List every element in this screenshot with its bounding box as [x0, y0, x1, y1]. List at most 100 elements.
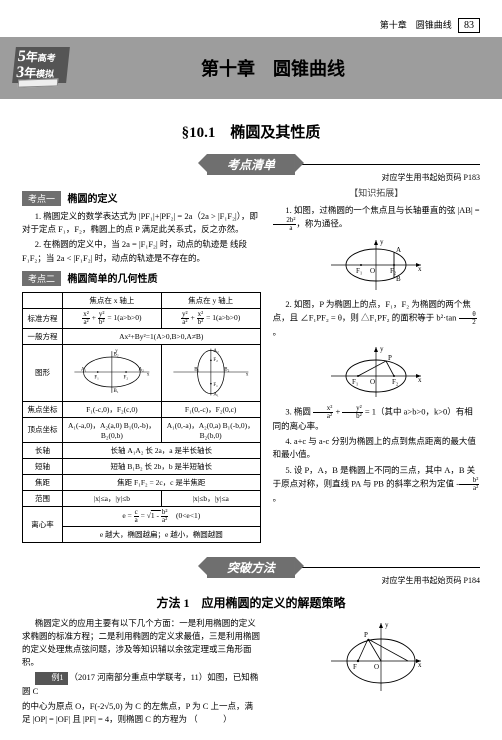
- kpt1-para-2: 2. 在椭圆的定义中，当 2a = |F₁F₂| 时，动点的轨迹是 线段 F₁F…: [22, 238, 261, 264]
- row-label: 顶点坐标: [23, 417, 63, 442]
- column-left: 考点一 椭圆的定义 1. 椭圆定义的数学表达式为 |PF₁|+|PF₂| = 2…: [22, 187, 261, 543]
- svg-text:P: P: [364, 631, 368, 639]
- kpt1-para-1: 1. 椭圆定义的数学表达式为 |PF₁|+|PF₂| = 2a（2a > |F₁…: [22, 210, 261, 236]
- page-header: 第十章 圆锥曲线 83: [22, 18, 480, 33]
- ribbon-rule: [300, 567, 480, 568]
- logo-pages-icon: [18, 78, 59, 87]
- ext-p1-b: ，称为通径。: [296, 218, 347, 228]
- svg-text:O: O: [374, 663, 379, 671]
- cell: |x|≤a，|y|≤b: [63, 490, 162, 506]
- ext-p5: 5. 设 P，A，B 是椭圆上不同的三点，其中 A，B 关于原点对称，则直线 P…: [273, 464, 480, 505]
- ext-p5-b: 。: [273, 493, 282, 503]
- th-y: 焦点在 y 轴上: [161, 292, 260, 308]
- ribbon-rule: [300, 164, 480, 165]
- svg-text:A: A: [396, 246, 401, 254]
- svg-text:x: x: [418, 376, 422, 384]
- table-row: 图形 A₁A₂ B₂B₁ F₁F₂ xy: [23, 344, 261, 401]
- row-label: 短轴: [23, 458, 63, 474]
- svg-text:x: x: [147, 372, 150, 377]
- ext-p1-a: 1. 如图，过椭圆的一个焦点且与长轴垂直的弦 |AB| =: [285, 205, 479, 215]
- svg-text:A₁: A₁: [81, 367, 87, 372]
- cell-fig-x: A₁A₂ B₂B₁ F₁F₂ xy: [63, 344, 162, 401]
- column-right: 【知识拓展】 1. 如图，过椭圆的一个焦点且与长轴垂直的弦 |AB| = 2b²…: [273, 187, 480, 543]
- fig-example-icon: F P O x y: [326, 617, 426, 697]
- ext-p2-b: 。: [273, 327, 282, 337]
- chapter-ref: 第十章 圆锥曲线: [380, 20, 452, 30]
- fig-focal-triangle-icon: P F₁F₂ O xy: [326, 341, 426, 403]
- ribbon-label: 突破方法: [207, 557, 295, 578]
- svg-text:F₁: F₁: [356, 267, 362, 275]
- kpt-chip-2: 考点二: [22, 271, 61, 286]
- table-row: 短轴 短轴 B₁B₂ 长 2b，b 是半短轴长: [23, 458, 261, 474]
- svg-text:F₁: F₁: [352, 378, 358, 386]
- svg-text:y: y: [380, 238, 384, 246]
- table-row: 标准方程 x²a² + y²b² = 1(a>b>0) y²a² + x²b² …: [23, 308, 261, 328]
- fig-latus-icon: AB F₁F₂ O xy: [326, 234, 426, 296]
- ellipse-y-icon: B₁B₂ A₂A₁ F₂F₁ x: [165, 347, 257, 397]
- cell-e: e = ca = √1 - b²a² (0<e<1): [63, 506, 261, 526]
- svg-text:B₂: B₂: [224, 367, 229, 372]
- cell: 短轴 B₁B₂ 长 2b，b 是半短轴长: [63, 458, 261, 474]
- method-col-right: F P O x y: [273, 615, 480, 729]
- example-tag: 例1: [35, 672, 68, 684]
- row-label: 范围: [23, 490, 63, 506]
- logo-box: 5年高考 3年模拟: [12, 47, 70, 83]
- svg-text:x: x: [418, 661, 422, 669]
- svg-text:A₂: A₂: [139, 367, 145, 372]
- th-x: 焦点在 x 轴上: [63, 292, 162, 308]
- cell: F₁(0,-c)，F₂(0,c): [161, 401, 260, 417]
- table-row: 焦点在 x 轴上 焦点在 y 轴上: [23, 292, 261, 308]
- method-col-left: 椭圆定义的应用主要有以下几个方面：一是利用椭圆的定义求椭圆的标准方程；二是利用椭…: [22, 615, 261, 729]
- svg-text:B₁: B₁: [194, 367, 199, 372]
- svg-text:B: B: [396, 275, 401, 283]
- svg-text:A₁: A₁: [213, 392, 219, 397]
- method-two-col: 椭圆定义的应用主要有以下几个方面：一是利用椭圆的定义求椭圆的标准方程；二是利用椭…: [22, 615, 480, 729]
- eq-x: x²a² + y²b² = 1(a>b>0): [63, 308, 162, 328]
- kpt2-heading: 考点二 椭圆简单的几何性质: [22, 267, 261, 288]
- table-row: 一般方程 Ax²+By²=1(A>0,B>0,A≠B): [23, 328, 261, 344]
- table-row: 顶点坐标 A₁(-a,0)，A₂(a,0) B₁(0,-b)，B₂(0,b) A…: [23, 417, 261, 442]
- row-label: 长轴: [23, 442, 63, 458]
- table-row: 焦距 焦距 F₁F₂ = 2c，c 是半焦距: [23, 474, 261, 490]
- cell: |x|≤b，|y|≤a: [161, 490, 260, 506]
- kpt-title-1: 椭圆的定义: [68, 194, 118, 205]
- answer-blank: （ ）: [189, 714, 232, 724]
- kpt-chip-1: 考点一: [22, 191, 61, 206]
- svg-text:y: y: [385, 621, 389, 629]
- m1-para: 椭圆定义的应用主要有以下几个方面：一是利用椭圆的定义求椭圆的标准方程；二是利用椭…: [22, 617, 261, 670]
- ribbon-label: 考点清单: [207, 154, 295, 175]
- svg-text:A₂: A₂: [213, 349, 219, 354]
- kpt-title-2: 椭圆简单的几何性质: [68, 274, 158, 285]
- svg-text:F₂: F₂: [124, 375, 129, 380]
- knowledge-extension-label: 【知识拓展】: [273, 187, 480, 201]
- th-blank: [23, 292, 63, 308]
- row-label: 焦点坐标: [23, 401, 63, 417]
- properties-table: 焦点在 x 轴上 焦点在 y 轴上 标准方程 x²a² + y²b² = 1(a…: [22, 292, 261, 543]
- example-1: 例1（2017 河南部分重点中学联考，11）如图，已知椭圆 C: [22, 671, 261, 698]
- cell: e 越大，椭圆越扁；e 越小，椭圆越圆: [63, 526, 261, 542]
- ext-p4: 4. a+c 与 a-c 分别为椭圆上的点到焦点距离的最大值和最小值。: [273, 435, 480, 461]
- page: 第十章 圆锥曲线 83 5年高考 3年模拟 第十章 圆锥曲线 §10.1 椭圆及…: [0, 0, 502, 740]
- book-logo: 5年高考 3年模拟: [4, 47, 84, 89]
- svg-text:F: F: [353, 663, 357, 671]
- eq-y: y²a² + x²b² = 1(a>b>0): [161, 308, 260, 328]
- ext-p2-a: 2. 如图，P 为椭圆上的点，F₁，F₂ 为椭圆的两个焦点，且 ∠F₁PF₂ =…: [273, 299, 471, 323]
- svg-text:F₁: F₁: [213, 383, 218, 388]
- ribbon-tupo: 突破方法: [22, 557, 480, 577]
- svg-text:y: y: [380, 345, 384, 353]
- ext-p5-a: 5. 设 P，A，B 是椭圆上不同的三点，其中 A，B 关于原点对称，则直线 P…: [273, 465, 476, 489]
- row-label: 一般方程: [23, 328, 63, 344]
- chapter-banner: 5年高考 3年模拟 第十章 圆锥曲线: [0, 37, 502, 99]
- cell-general: Ax²+By²=1(A>0,B>0,A≠B): [63, 328, 261, 344]
- svg-text:x: x: [418, 265, 422, 273]
- cell: F₁(-c,0)，F₂(c,0): [63, 401, 162, 417]
- row-label: 图形: [23, 344, 63, 401]
- svg-text:x: x: [246, 372, 249, 377]
- ext-p1: 1. 如图，过椭圆的一个焦点且与长轴垂直的弦 |AB| = 2b²a，称为通径。: [273, 204, 480, 232]
- svg-text:F₁: F₁: [94, 375, 99, 380]
- ellipse-x-icon: A₁A₂ B₂B₁ F₁F₂ xy: [66, 347, 158, 397]
- row-label: 焦距: [23, 474, 63, 490]
- cell: A₁(-a,0)，A₂(a,0) B₁(0,-b)，B₂(0,b): [63, 417, 162, 442]
- table-row: 焦点坐标 F₁(-c,0)，F₂(c,0) F₁(0,-c)，F₂(0,c): [23, 401, 261, 417]
- table-row: 范围 |x|≤a，|y|≤b |x|≤b，|y|≤a: [23, 490, 261, 506]
